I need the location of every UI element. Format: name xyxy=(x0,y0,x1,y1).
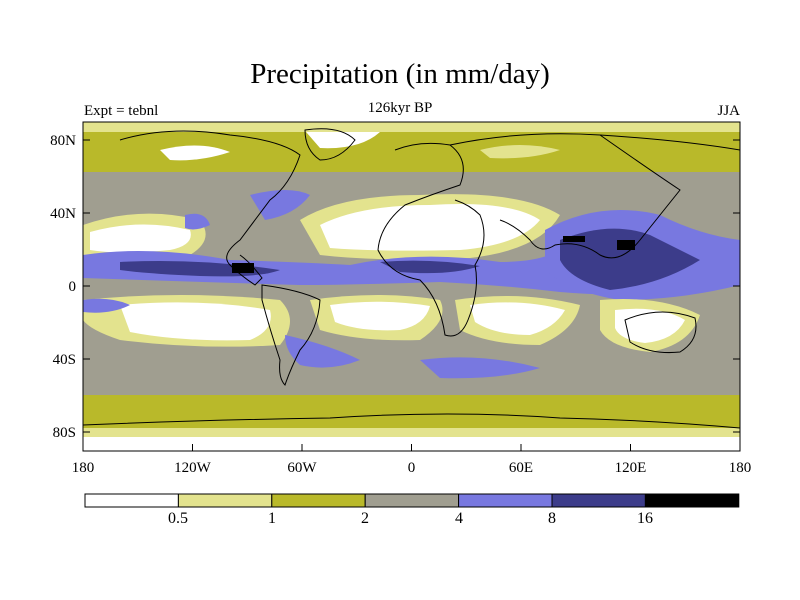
colorbar-box-0 xyxy=(84,493,179,508)
colorbar xyxy=(84,493,740,508)
colorbar-label-1: 1 xyxy=(268,510,276,527)
colorbar-box-2 xyxy=(271,493,366,508)
lon-label-120w: 120W xyxy=(174,460,212,476)
lat-label-40n: 40N xyxy=(50,206,76,222)
map-title: Precipitation (in mm/day) xyxy=(250,58,550,90)
lon-label-0: 0 xyxy=(408,460,416,476)
lat-label-40s: 40S xyxy=(53,352,76,368)
lat-label-80s: 80S xyxy=(53,425,76,441)
period-label: 126kyr BP xyxy=(367,100,433,116)
lon-label-60w: 60W xyxy=(287,460,317,476)
colorbar-box-3 xyxy=(364,493,460,508)
colorbar-box-5 xyxy=(551,493,646,508)
colorbar-label-16: 16 xyxy=(637,510,653,527)
lon-label-120e: 120E xyxy=(615,460,647,476)
precipitation-field xyxy=(83,122,740,451)
colorbar-box-4 xyxy=(458,493,553,508)
season-label: JJA xyxy=(717,103,740,119)
colorbar-label-2: 2 xyxy=(361,510,369,527)
lat-tick-marks xyxy=(83,139,740,433)
lon-tick-marks xyxy=(82,444,741,451)
colorbar-box-6 xyxy=(644,493,740,508)
coastlines xyxy=(83,128,740,429)
lat-label-80n: 80N xyxy=(50,133,76,149)
lon-label-60e: 60E xyxy=(509,460,533,476)
lon-label-180w: 180 xyxy=(72,460,95,476)
colorbar-label-0-5: 0.5 xyxy=(168,510,188,527)
lat-label-0: 0 xyxy=(69,279,77,295)
experiment-label: Expt = tebnl xyxy=(84,103,159,119)
colorbar-label-4: 4 xyxy=(455,510,463,527)
lon-label-180e: 180 xyxy=(729,460,752,476)
colorbar-box-1 xyxy=(177,493,273,508)
colorbar-label-8: 8 xyxy=(548,510,556,527)
